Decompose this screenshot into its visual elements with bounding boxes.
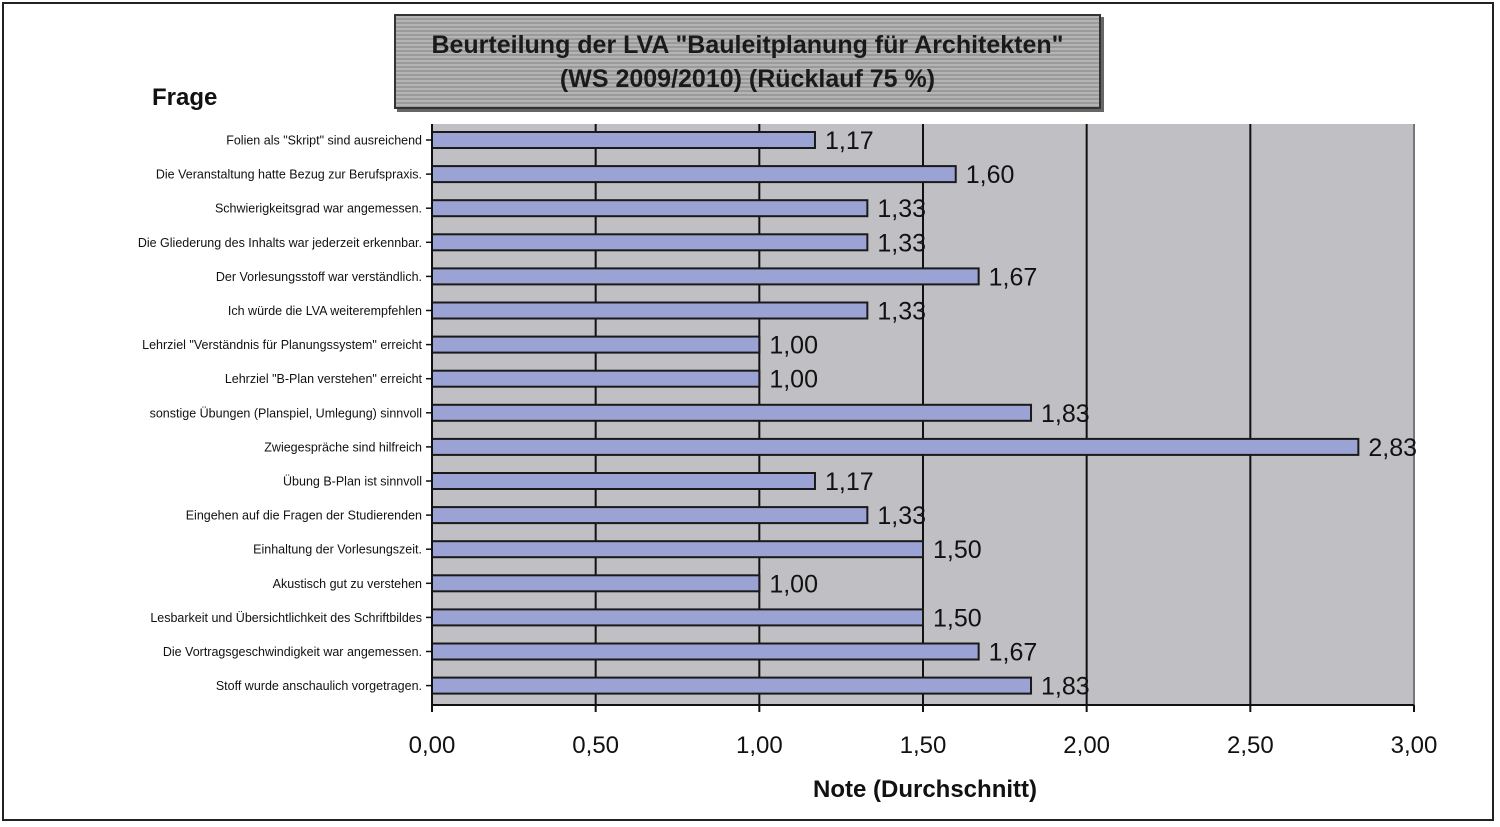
chart-title-box: Beurteilung der LVA "Bauleitplanung für … bbox=[394, 14, 1101, 109]
bar bbox=[431, 165, 957, 184]
category-label: Eingehen auf die Fragen der Studierenden bbox=[186, 509, 422, 523]
category-label: Die Vortragsgeschwindigkeit war angemess… bbox=[163, 645, 422, 659]
x-tick-label: 0,50 bbox=[572, 732, 619, 759]
data-label: 1,50 bbox=[933, 536, 982, 564]
bar bbox=[431, 369, 761, 388]
bar bbox=[431, 574, 761, 593]
category-labels: Folien als "Skript" sind ausreichend Die … bbox=[138, 134, 432, 693]
data-label: 1,83 bbox=[1041, 673, 1090, 701]
bar bbox=[431, 540, 924, 559]
category-label: Der Vorlesungsstoff war verständlich. bbox=[216, 270, 422, 284]
data-label: 1,33 bbox=[877, 229, 926, 257]
bars bbox=[431, 131, 1360, 695]
data-label: 1,33 bbox=[877, 502, 926, 530]
data-label: 1,17 bbox=[825, 127, 874, 155]
chart-title-line-2: (WS 2009/2010) (Rücklauf 75 %) bbox=[559, 64, 936, 93]
x-tick-label: 2,50 bbox=[1227, 732, 1274, 759]
category-label: Übung B-Plan ist sinnvoll bbox=[283, 475, 422, 489]
bar bbox=[431, 472, 816, 490]
data-label: 1,83 bbox=[1041, 400, 1090, 428]
bar bbox=[431, 199, 869, 218]
bar bbox=[431, 506, 869, 525]
category-label: Zwiegespräche sind hilfreich bbox=[264, 440, 422, 454]
bar bbox=[431, 131, 816, 149]
data-label: 1,33 bbox=[877, 195, 926, 223]
data-label: 1,00 bbox=[769, 332, 818, 360]
bar bbox=[431, 403, 1033, 422]
value-labels: 1,17 1,60 1,33 1,33 1,67 1,33 1,00 1,00 1,83 2,83… bbox=[769, 127, 1417, 701]
chart-title-line-1: Beurteilung der LVA "Bauleitplanung für … bbox=[431, 30, 1064, 59]
data-label: 1,67 bbox=[989, 639, 1038, 667]
data-label: 1,60 bbox=[966, 161, 1015, 189]
category-label: sonstige Übungen (Planspiel, Umlegung) s… bbox=[150, 406, 422, 420]
bar bbox=[431, 233, 869, 252]
data-label: 2,83 bbox=[1368, 434, 1417, 462]
data-label: 1,67 bbox=[989, 263, 1038, 291]
category-label: Lehrziel "B-Plan verstehen" erreicht bbox=[225, 372, 423, 386]
category-label: Stoff wurde anschaulich vorgetragen. bbox=[216, 679, 422, 693]
data-label: 1,00 bbox=[769, 570, 818, 598]
bar bbox=[431, 301, 869, 320]
bar bbox=[431, 335, 761, 354]
bar bbox=[431, 437, 1360, 456]
x-tick-label: 1,50 bbox=[900, 732, 947, 759]
category-label: Akustisch gut zu verstehen bbox=[273, 577, 422, 591]
category-label: Die Gliederung des Inhalts war jederzeit… bbox=[138, 236, 422, 250]
x-tick-label: 1,00 bbox=[736, 732, 783, 759]
x-tick-label: 3,00 bbox=[1391, 732, 1438, 759]
category-label: Ich würde die LVA weiterempfehlen bbox=[228, 304, 422, 318]
y-axis-title: Frage bbox=[152, 84, 218, 111]
data-label: 1,33 bbox=[877, 298, 926, 326]
data-label: 1,50 bbox=[933, 604, 982, 632]
category-label: Schwierigkeitsgrad war angemessen. bbox=[215, 202, 422, 216]
data-label: 1,17 bbox=[825, 468, 874, 496]
bar bbox=[431, 267, 980, 286]
x-tick-label: 2,00 bbox=[1063, 732, 1110, 759]
x-axis-title: Note (Durchschnitt) bbox=[813, 776, 1037, 803]
x-tick-labels: 0,00 0,50 1,00 1,50 2,00 2,50 3,00 bbox=[409, 705, 1438, 759]
category-label: Lesbarkeit und Übersichtlichkeit des Sch… bbox=[150, 611, 422, 625]
bar bbox=[431, 642, 980, 661]
category-label: Die Veranstaltung hatte Bezug zur Berufs… bbox=[156, 168, 422, 182]
data-label: 1,00 bbox=[769, 366, 818, 394]
x-tick-label: 0,00 bbox=[409, 732, 456, 759]
category-label: Lehrziel "Verständnis für Planungssystem… bbox=[142, 338, 422, 352]
category-label: Einhaltung der Vorlesungszeit. bbox=[253, 543, 422, 557]
bar bbox=[431, 676, 1033, 695]
bar bbox=[431, 608, 924, 627]
category-label: Folien als "Skript" sind ausreichend bbox=[226, 134, 422, 148]
